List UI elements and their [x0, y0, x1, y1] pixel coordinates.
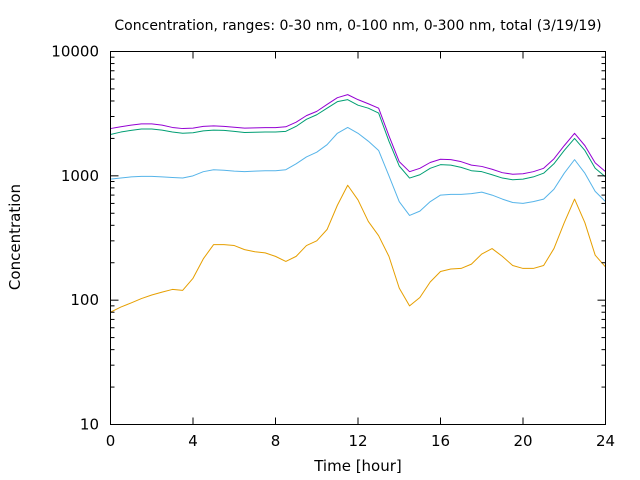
- x-tick-label: 20: [513, 432, 532, 450]
- series-layer: [110, 94, 606, 313]
- plot-frame: [110, 51, 606, 425]
- series-line-2: [110, 99, 606, 181]
- series-line-0: [110, 184, 606, 313]
- chart-title: Concentration, ranges: 0-30 nm, 0-100 nm…: [114, 18, 601, 34]
- y-tick-label: 10000: [51, 43, 99, 61]
- y-axis-label: Concentration: [6, 184, 24, 290]
- x-tick-label: 4: [188, 432, 198, 450]
- y-tick-label: 10: [80, 416, 99, 434]
- y-tick-label: 1000: [61, 167, 99, 185]
- x-tick-label: 16: [431, 432, 450, 450]
- x-tick-label: 12: [348, 432, 367, 450]
- x-axis-label: Time [hour]: [313, 457, 402, 475]
- series-line-3: [110, 94, 606, 175]
- x-tick-label: 0: [106, 432, 116, 450]
- y-tick-label: 100: [70, 291, 99, 309]
- x-tick-label: 24: [596, 432, 615, 450]
- ticks-layer: 0 4 8 12 16 20 24 10 100 1000 10000: [51, 43, 615, 451]
- x-tick-label: 8: [271, 432, 281, 450]
- series-line-1: [110, 126, 606, 216]
